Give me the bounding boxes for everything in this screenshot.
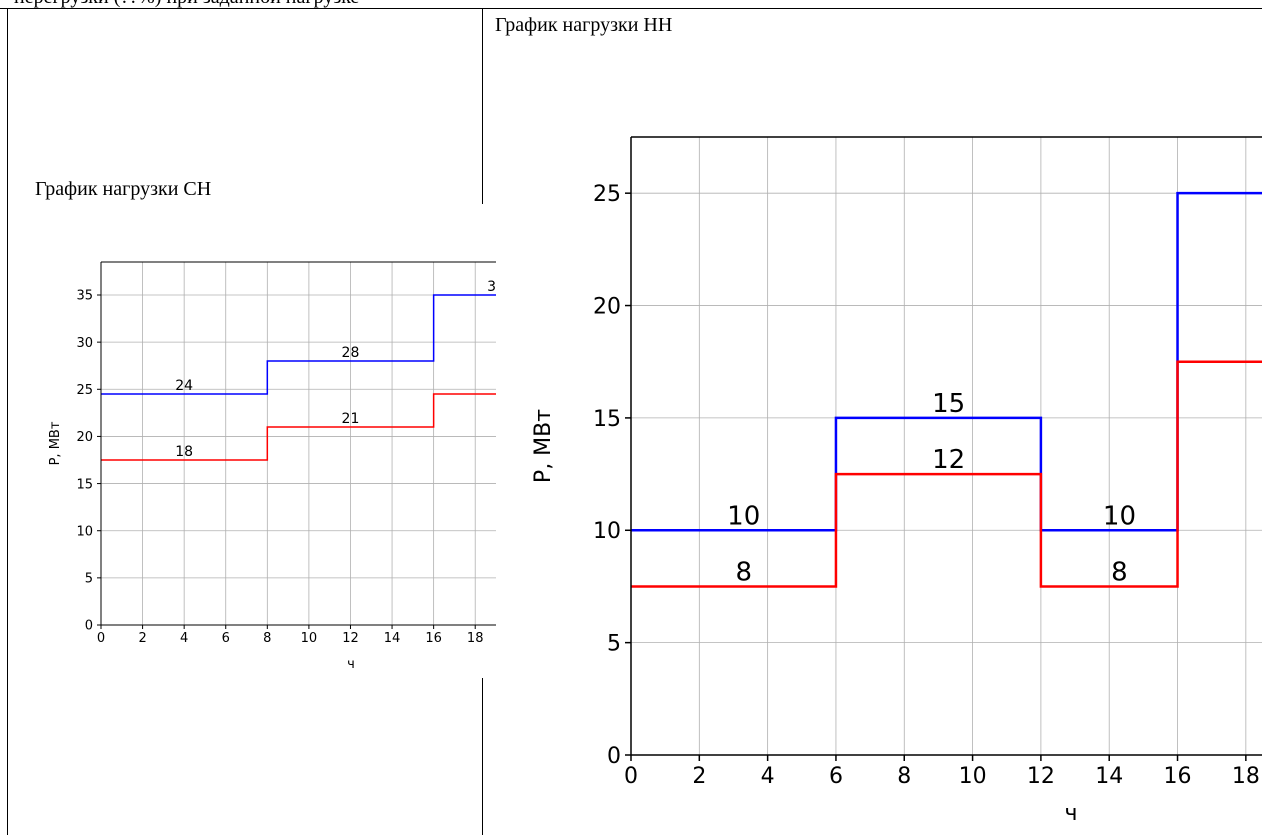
x-tick-label: 14 — [1095, 764, 1123, 789]
y-tick-label: 0 — [85, 619, 93, 634]
y-tick-label: 20 — [76, 430, 93, 445]
x-tick-label: 16 — [1164, 764, 1192, 789]
series-1-line — [631, 191, 1262, 532]
y-tick-label: 5 — [607, 632, 621, 657]
data-label: 18 — [175, 444, 193, 460]
x-tick-label: 18 — [467, 631, 484, 646]
data-label: 24 — [175, 378, 193, 394]
x-axis-label: ч — [1065, 801, 1078, 826]
data-label: 10 — [1103, 501, 1136, 531]
y-tick-label: 0 — [607, 744, 621, 769]
table-cell-divider-lower — [482, 678, 483, 835]
data-label: 10 — [727, 501, 760, 531]
load-chart-nn: 10 15 10 8 12 8 0 2 4 6 8 10 12 14 16 18 0 5 10 15 20 25 ч P, М… — [531, 136, 1262, 826]
table-left-border — [7, 8, 8, 835]
y-axis-label: P, МВт — [531, 409, 556, 483]
left-chart-caption: График нагрузки СН — [35, 178, 212, 200]
x-tick-label: 4 — [761, 764, 775, 789]
x-axis-label: ч — [347, 657, 355, 672]
table-top-border — [0, 8, 1262, 9]
data-label: 21 — [342, 411, 360, 427]
x-tick-label: 0 — [624, 764, 638, 789]
data-label: 12 — [932, 445, 965, 475]
data-label: 28 — [342, 345, 360, 361]
data-label: 8 — [735, 557, 752, 587]
x-tick-label: 8 — [897, 764, 911, 789]
y-tick-label: 25 — [76, 383, 93, 398]
document-top-line: перегрузки (??%) при заданной нагрузке — [14, 0, 714, 8]
data-label: 15 — [932, 389, 965, 419]
x-tick-label: 10 — [301, 631, 318, 646]
data-label: 8 — [1111, 557, 1128, 587]
x-tick-label: 2 — [138, 631, 146, 646]
y-tick-label: 30 — [76, 336, 93, 351]
y-tick-label: 20 — [593, 294, 621, 319]
x-tick-label: 10 — [959, 764, 987, 789]
series-2-line — [101, 393, 496, 461]
x-tick-label: 4 — [180, 631, 188, 646]
x-tick-label: 12 — [342, 631, 359, 646]
x-tick-label: 14 — [384, 631, 401, 646]
load-chart-sn: 242835182102468101214161805101520253035ч… — [48, 261, 496, 672]
x-tick-label: 18 — [1232, 764, 1260, 789]
y-tick-label: 15 — [593, 407, 621, 432]
y-tick-label: 10 — [593, 519, 621, 544]
y-tick-label: 15 — [76, 477, 93, 492]
series-1-line — [101, 294, 496, 395]
x-tick-label: 12 — [1027, 764, 1055, 789]
y-axis-label: P, МВт — [48, 421, 63, 465]
x-tick-label: 8 — [263, 631, 271, 646]
y-tick-label: 5 — [85, 572, 93, 587]
data-label: 35 — [487, 279, 496, 295]
x-tick-label: 2 — [692, 764, 706, 789]
y-tick-label: 10 — [76, 524, 93, 539]
x-tick-label: 0 — [97, 631, 105, 646]
y-tick-label: 25 — [593, 182, 621, 207]
series-2-line — [631, 360, 1262, 588]
y-tick-label: 35 — [76, 289, 93, 304]
x-tick-label: 6 — [829, 764, 843, 789]
x-tick-label: 16 — [425, 631, 442, 646]
x-tick-label: 6 — [222, 631, 230, 646]
right-chart-caption: График нагрузки НН — [495, 14, 673, 36]
table-cell-divider-upper — [482, 8, 483, 204]
